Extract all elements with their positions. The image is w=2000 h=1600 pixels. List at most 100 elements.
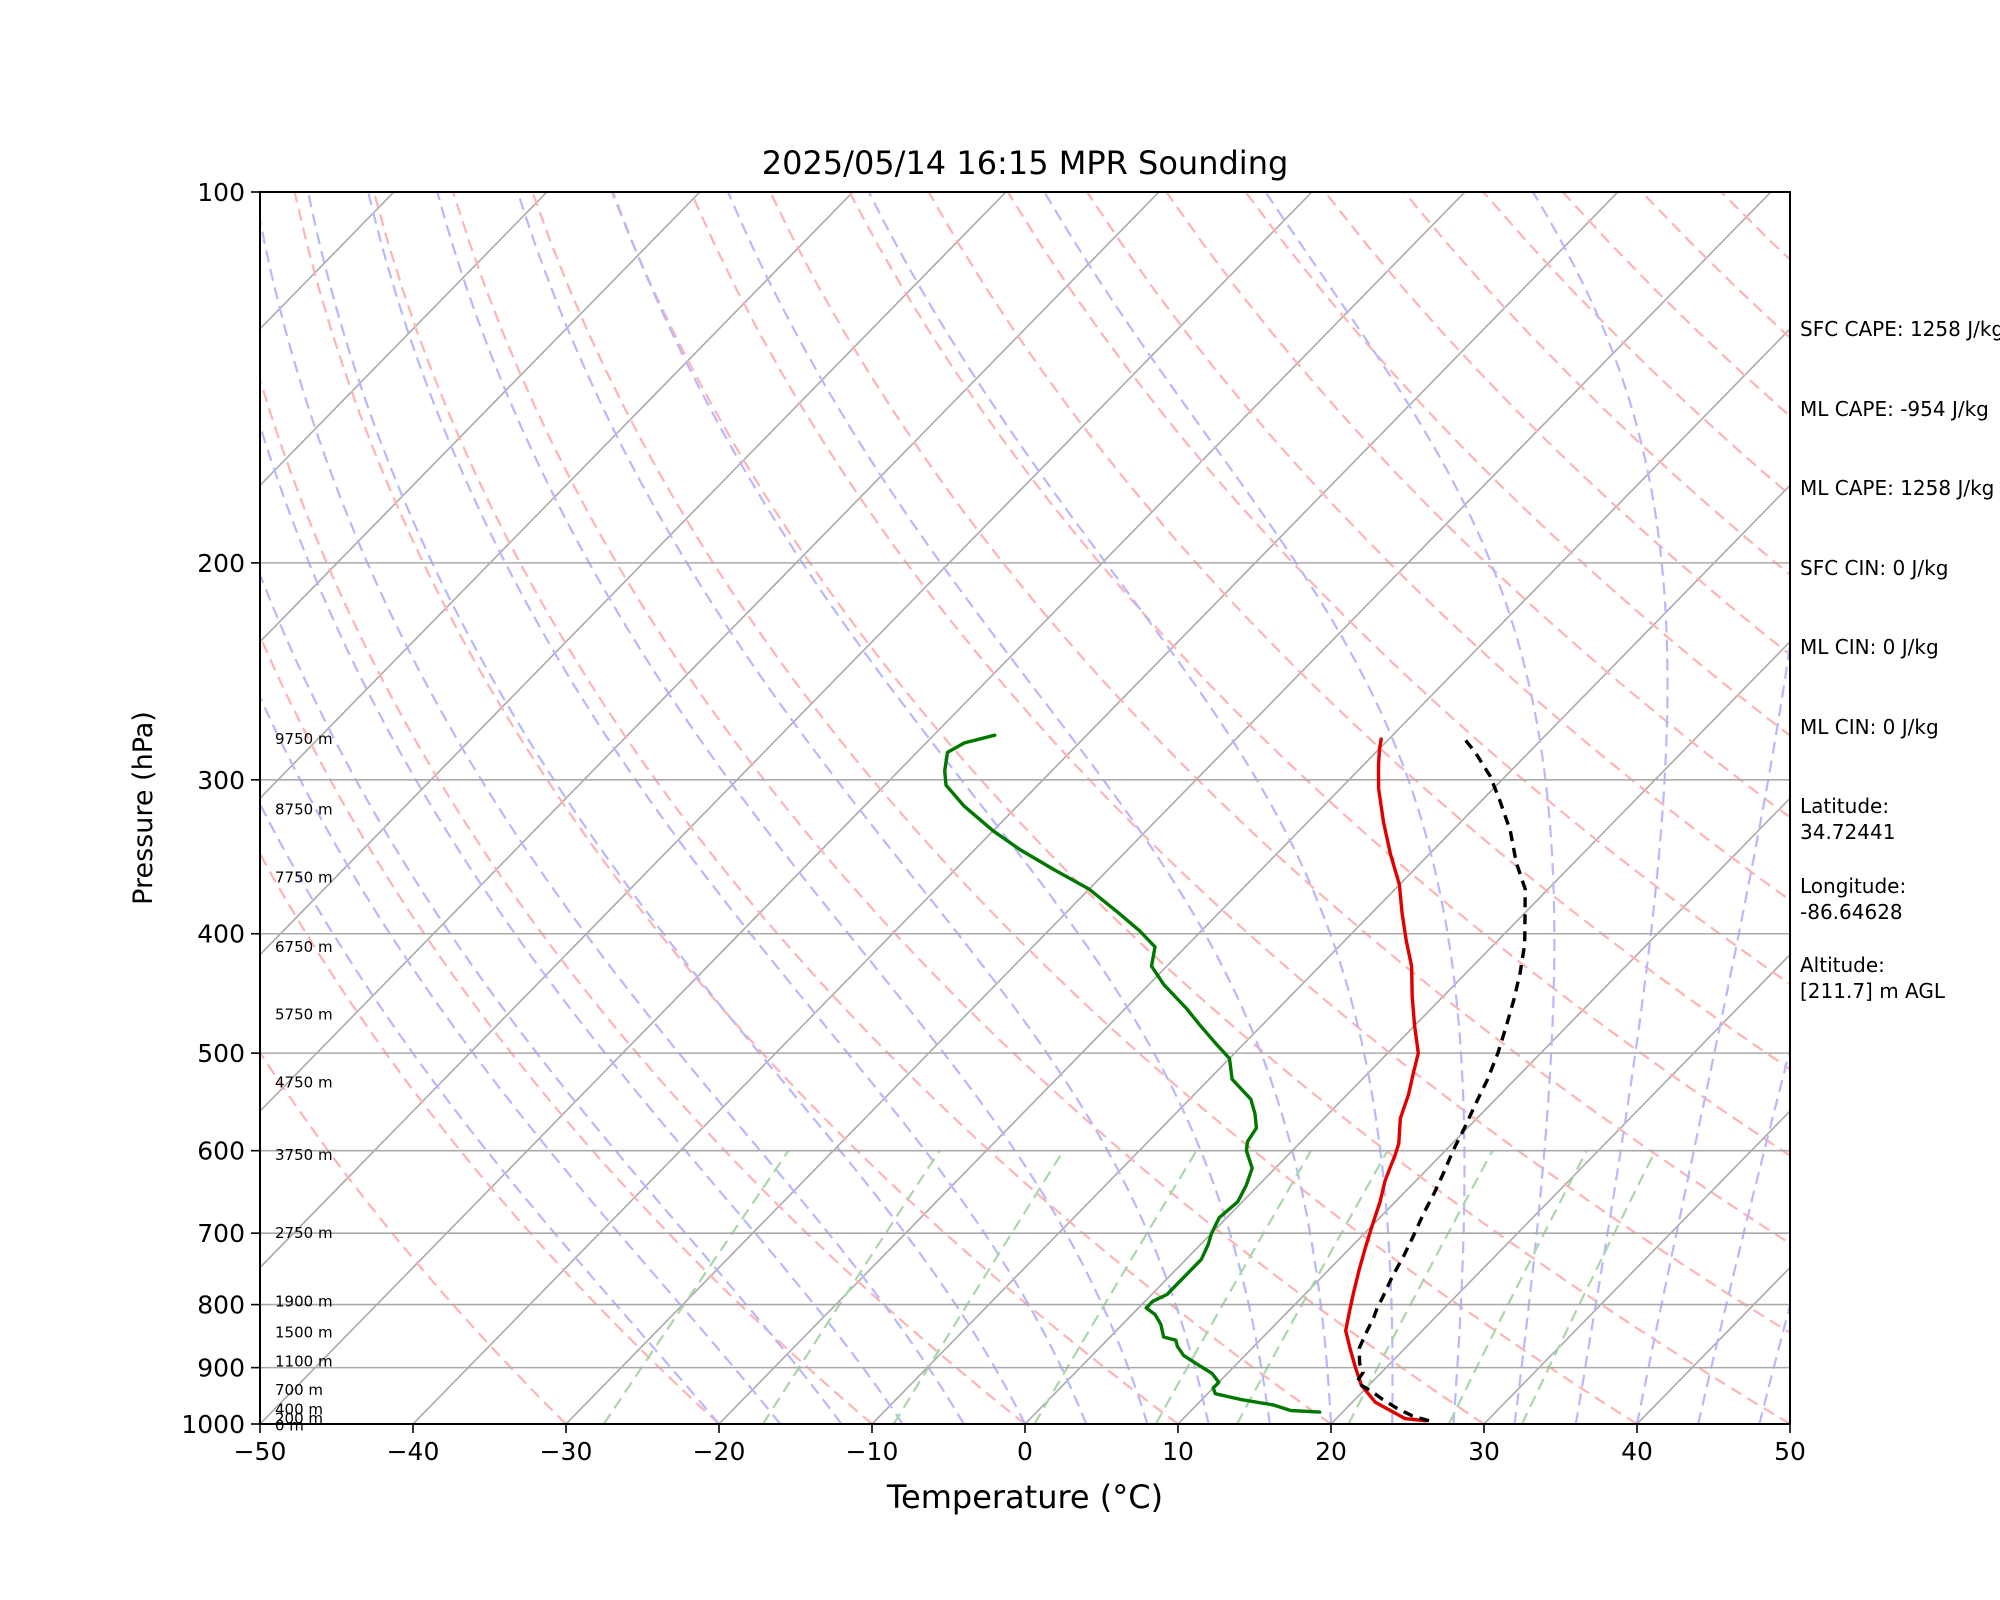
isotherm-line [260, 192, 701, 643]
moist-adiabat-line [260, 571, 843, 1424]
isotherm-line [1943, 192, 2000, 1424]
x-tick-label: −10 [846, 1437, 899, 1466]
isotherm-line [260, 192, 1160, 1113]
isotherm-line [871, 484, 1790, 1424]
dry-adiabat-line [1403, 192, 1790, 576]
moist-adiabat-line [1043, 192, 1466, 1424]
moist-adiabat-line [867, 192, 1394, 1424]
series-line-1 [1344, 737, 1428, 1423]
isotherm-line [260, 192, 1466, 1424]
reference-lines [260, 192, 2000, 1424]
parameter-annotation: SFC CAPE: 1258 J/kg [1800, 317, 2000, 341]
mixing-ratio-line [1447, 1150, 1588, 1424]
y-tick-label: 200 [197, 549, 245, 578]
plot-frame [259, 191, 1791, 1425]
y-tick-label: 300 [197, 766, 245, 795]
moist-adiabat-line [260, 214, 965, 1424]
y-tick-label: 900 [197, 1354, 245, 1383]
mixing-ratio-line [1154, 1150, 1312, 1424]
height-label: 8750 m [275, 800, 333, 818]
isotherm-line [718, 327, 1790, 1424]
dry-adiabat-line [293, 192, 1179, 1424]
mixing-ratio-line [1236, 1150, 1389, 1424]
isotherm-line [260, 192, 854, 800]
height-label: 0 m [275, 1417, 304, 1435]
moist-adiabat-line [1635, 636, 1790, 1424]
parameter-annotation: ML CAPE: -954 J/kg [1800, 396, 1989, 421]
moist-adiabat-line [1697, 1045, 1790, 1424]
x-tick-label: 10 [1162, 1437, 1194, 1466]
dry-adiabat-line [610, 192, 1790, 1424]
moist-adiabat-line [260, 421, 904, 1424]
parameter-annotation: SFC CIN: 0 J/kg [1800, 555, 1949, 580]
mixing-ratio-line [602, 1150, 790, 1424]
dry-adiabat-line [1482, 192, 1790, 497]
dry-adiabat-line [1959, 192, 2000, 1424]
isotherm-line [1483, 1109, 1790, 1424]
parameter-annotation: ML CAPE: 1258 J/kg [1800, 476, 1995, 500]
height-label: 200 m [275, 1410, 323, 1428]
mixing-ratio-line [1347, 1150, 1494, 1424]
moist-adiabat-line [1532, 192, 1669, 1424]
dry-adiabat-line [372, 192, 1332, 1424]
dry-adiabat-line [1165, 192, 1790, 819]
height-label: 2750 m [275, 1224, 333, 1242]
moist-adiabat-line [516, 192, 1210, 1424]
x-tick-label: −50 [234, 1437, 287, 1466]
height-labels: 9750 m 8750 m 7750 m 6750 m 5750 m 4750 m 3750… [275, 730, 333, 1435]
y-axis-ticks: 100 200 300 400 500 600 700 800 900 1000 [181, 178, 260, 1439]
dry-adiabat-line [260, 1050, 567, 1424]
moist-adiabat-line [307, 192, 1026, 1424]
height-label: 1500 m [275, 1324, 333, 1342]
x-tick-label: −20 [693, 1437, 746, 1466]
moist-adiabat-line [436, 192, 1149, 1424]
height-label: 400 m [275, 1400, 323, 1418]
isotherm-line [260, 192, 1313, 1269]
y-tick-label: 100 [197, 178, 245, 207]
x-tick-label: 50 [1774, 1437, 1806, 1466]
parameter-annotation: Latitude: 34.72441 [1800, 794, 1896, 844]
mixing-ratio-line [892, 1150, 1065, 1424]
x-tick-label: 20 [1315, 1437, 1347, 1466]
dry-adiabat-line [1086, 192, 1790, 902]
height-label: 9750 m [275, 730, 333, 748]
dry-adiabat-line [452, 192, 1485, 1424]
isotherm-line [260, 192, 1007, 956]
parameter-annotation: ML CIN: 0 J/kg [1800, 714, 1939, 739]
x-tick-label: 0 [1017, 1437, 1033, 1466]
dry-adiabat-line [848, 192, 1790, 1157]
series-line-3 [1354, 734, 1527, 1423]
moist-adiabat-line [1264, 192, 1556, 1424]
y-axis-label: Pressure (hPa) [128, 711, 159, 905]
y-tick-label: 800 [197, 1291, 245, 1320]
x-tick-label: −30 [540, 1437, 593, 1466]
moist-adiabat-line [726, 192, 1333, 1424]
y-tick-label: 400 [197, 920, 245, 949]
isotherm-line [260, 192, 548, 487]
height-label: 5750 m [275, 1005, 333, 1023]
isotherm-line [1330, 953, 1790, 1424]
height-label: 1900 m [275, 1292, 333, 1310]
pressure-gridlines [260, 191, 1790, 1425]
parameter-annotation: ML CIN: 0 J/kg [1800, 635, 1939, 659]
dry-adiabat-line [689, 192, 1790, 1335]
x-axis-ticks: −50 −40 −30 −20 −10 0 10 20 30 40 50 [234, 1424, 1806, 1466]
height-label: 4750 m [275, 1073, 333, 1091]
dry-adiabat-line [769, 192, 1790, 1245]
height-label: 700 m [275, 1381, 323, 1399]
parameter-annotation: Longitude: -86.64628 [1800, 873, 1907, 924]
dry-adiabat-line [531, 192, 1638, 1424]
isotherm-line [1177, 797, 1790, 1424]
dry-adiabat-line [260, 633, 873, 1424]
dry-adiabat-line [260, 851, 720, 1424]
x-tick-label: 40 [1621, 1437, 1653, 1466]
y-tick-label: 600 [197, 1137, 245, 1166]
y-tick-label: 500 [197, 1039, 245, 1068]
moist-adiabat-line [260, 801, 720, 1424]
parameter-annotation: Altitude: [211.7] m AGL [1800, 953, 1946, 1003]
isotherm-line [412, 192, 1619, 1424]
y-tick-label: 700 [197, 1219, 245, 1248]
moist-adiabat-line [367, 192, 1088, 1424]
dry-adiabat-line [1880, 192, 2000, 1424]
